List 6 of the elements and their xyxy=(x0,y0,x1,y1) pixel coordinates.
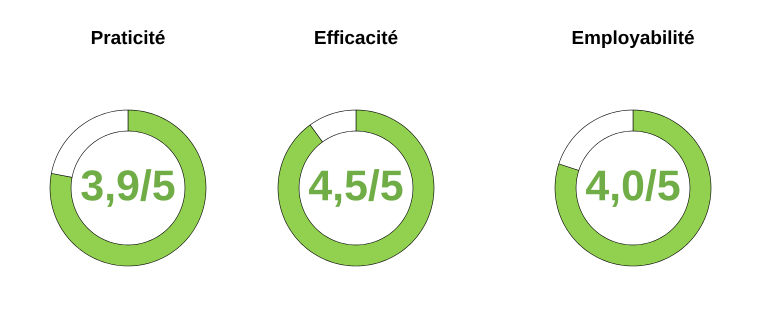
chart-title: Praticité xyxy=(92,30,165,44)
chart-title: Efficacité xyxy=(315,30,398,44)
text: 4,5/5 xyxy=(309,169,402,207)
text: 4,0/5 xyxy=(586,169,680,207)
chart-title: Employabilité xyxy=(572,30,694,48)
text: 3,9/5 xyxy=(81,169,174,207)
